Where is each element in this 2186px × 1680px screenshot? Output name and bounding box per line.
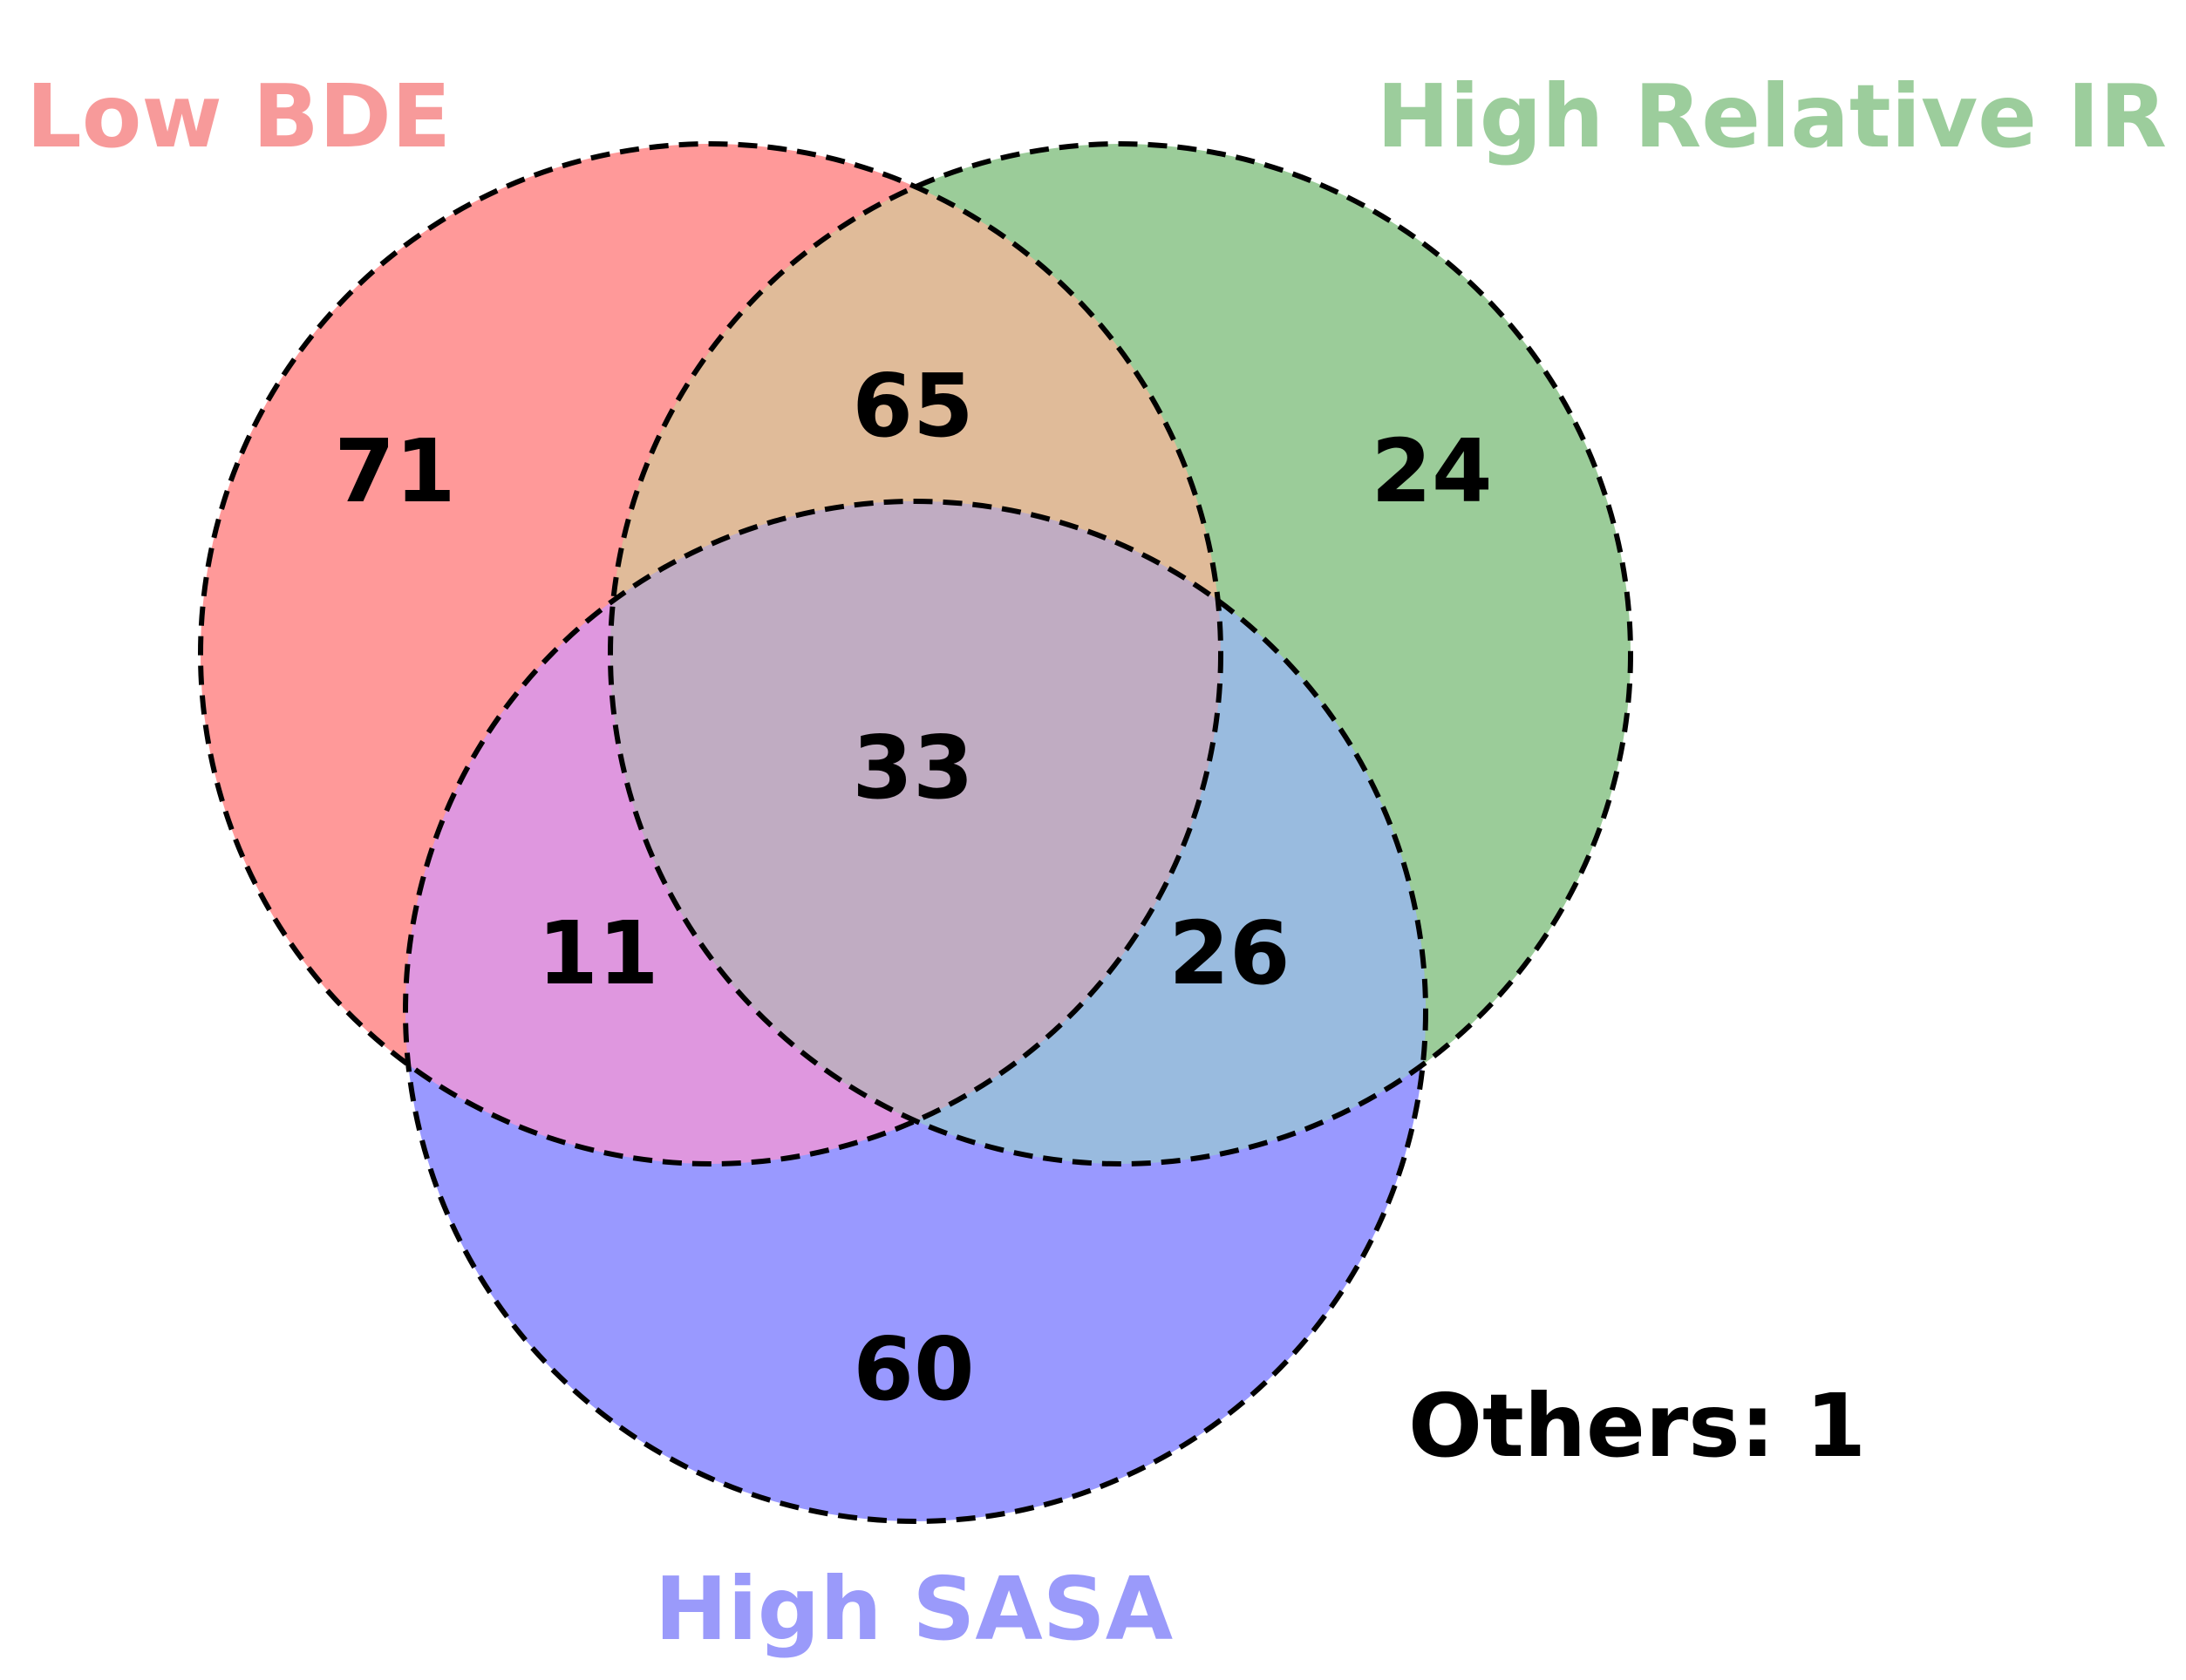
set-label-low-bde: Low BDE — [26, 65, 451, 167]
count-high-sasa-only: 60 — [853, 1318, 974, 1420]
count-low-bde-only: 71 — [334, 420, 455, 522]
region-all-three — [610, 501, 1221, 1164]
set-label-high-sasa: High SASA — [655, 1558, 1173, 1660]
count-all-three: 33 — [852, 717, 973, 819]
count-low-bde-and-high-sasa: 11 — [537, 902, 658, 1004]
count-high-relative-ir-and-high-sasa: 26 — [1168, 902, 1290, 1004]
outline-high-sasa — [403, 499, 1428, 1524]
outline-low-bde — [198, 141, 1223, 1166]
count-high-relative-ir-only: 24 — [1371, 420, 1492, 522]
others-count: Others: 1 — [1408, 1375, 1866, 1477]
outline-high-relative-ir — [608, 141, 1633, 1166]
count-low-bde-and-high-relative-ir: 65 — [852, 355, 973, 457]
set-label-high-relative-ir: High Relative IR — [1377, 65, 2167, 167]
